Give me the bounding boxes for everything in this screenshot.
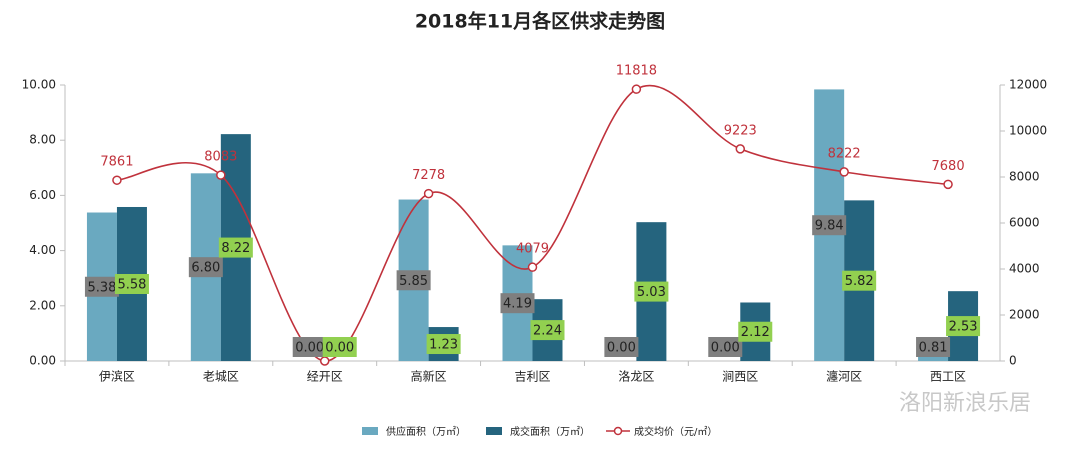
y2-tick-label: 2000 — [1009, 308, 1040, 322]
data-label-box — [530, 320, 565, 341]
data-label: 7278 — [412, 168, 445, 183]
data-label: 5.38 — [87, 280, 116, 295]
data-label-box — [322, 337, 357, 357]
y-tick-label: 10.00 — [22, 78, 56, 92]
data-label: 9.84 — [815, 219, 844, 234]
x-tick-label: 老城区 — [203, 370, 239, 384]
data-label-box — [292, 337, 327, 357]
data-label: 5.85 — [399, 274, 428, 289]
x-tick-label: 高新区 — [411, 369, 447, 384]
data-label-box — [916, 337, 951, 357]
line-marker — [216, 170, 226, 180]
data-label-box — [396, 270, 431, 291]
line-marker — [631, 84, 642, 94]
line — [116, 84, 949, 362]
chart-title: 2018年11月各区供求走势图 — [415, 10, 665, 33]
y2-tick-label: 12000 — [1009, 78, 1047, 92]
legend-label: 成交均价（元/㎡） — [634, 425, 717, 438]
y-tick-label: 6.00 — [29, 188, 56, 202]
y-tick-label: 4.00 — [29, 243, 56, 257]
x-tick-label: 涧西区 — [722, 370, 758, 384]
y2-tick-label: 6000 — [1009, 216, 1040, 230]
data-label: 4.19 — [503, 297, 532, 312]
y2-tick-label: 10000 — [1009, 124, 1047, 138]
legend-swatch — [486, 427, 502, 435]
data-label: 6.80 — [191, 261, 220, 276]
x-tick-label: 伊滨区 — [99, 369, 135, 384]
data-label-box — [84, 276, 119, 297]
data-label-box — [842, 270, 877, 291]
line-marker — [112, 175, 122, 185]
data-label: 2.53 — [949, 320, 978, 335]
data-label-box — [738, 321, 773, 342]
data-label: 2.12 — [741, 325, 770, 340]
data-label-box — [188, 257, 223, 278]
data-label: 0.81 — [919, 341, 948, 356]
data-label: 0.00 — [607, 341, 636, 356]
data-label: 8222 — [828, 146, 861, 161]
data-label-box — [114, 273, 149, 294]
watermark: 洛阳新浪乐居 — [899, 391, 1031, 416]
data-label-box — [812, 215, 847, 236]
data-label: 1.23 — [429, 338, 458, 353]
y2-tick-label: 8000 — [1009, 170, 1040, 184]
legend-swatch — [362, 427, 378, 435]
data-label: 7680 — [932, 159, 965, 174]
data-label: 7861 — [100, 155, 133, 170]
y-tick-label: 8.00 — [29, 133, 56, 147]
data-label: 11818 — [616, 64, 657, 79]
legend-label: 成交面积（万㎡） — [510, 425, 590, 438]
line-marker — [735, 144, 746, 154]
line-marker — [527, 262, 538, 272]
y2-tick-label: 4000 — [1009, 262, 1040, 276]
line-marker — [319, 356, 330, 366]
legend-label: 供应面积（万㎡） — [386, 425, 466, 438]
data-label-box — [604, 337, 639, 357]
x-tick-label: 经开区 — [307, 370, 343, 384]
x-tick-label: 西工区 — [930, 370, 966, 384]
x-tick-label: 瀍河区 — [826, 369, 862, 384]
data-label-box — [708, 337, 743, 357]
data-label-box — [218, 237, 253, 258]
data-label: 4079 — [516, 242, 549, 257]
x-tick-label: 洛龙区 — [618, 369, 654, 384]
data-label-box — [500, 293, 535, 314]
data-label: 8.22 — [221, 241, 250, 256]
y-tick-label: 2.00 — [29, 298, 56, 312]
data-label: 5.03 — [637, 285, 666, 300]
line-marker — [839, 167, 849, 177]
data-label: 5.58 — [117, 277, 146, 292]
line-marker — [423, 188, 434, 199]
y-tick-label: 0.00 — [29, 354, 56, 368]
data-label-box — [426, 334, 461, 355]
data-label: 0.00 — [711, 341, 740, 356]
x-tick-label: 吉利区 — [514, 370, 550, 384]
data-label: 2.24 — [533, 324, 562, 339]
data-label-box — [634, 281, 669, 302]
legend-swatch — [613, 426, 623, 436]
data-label-box — [946, 316, 981, 337]
line-marker — [943, 179, 953, 190]
data-label: 8083 — [204, 150, 237, 165]
data-label: 0.00 — [295, 341, 324, 356]
data-label: 9223 — [724, 123, 757, 138]
y2-tick-label: 0 — [1009, 354, 1017, 368]
data-label: 0.00 — [325, 341, 354, 356]
data-label: 5.82 — [845, 274, 874, 289]
